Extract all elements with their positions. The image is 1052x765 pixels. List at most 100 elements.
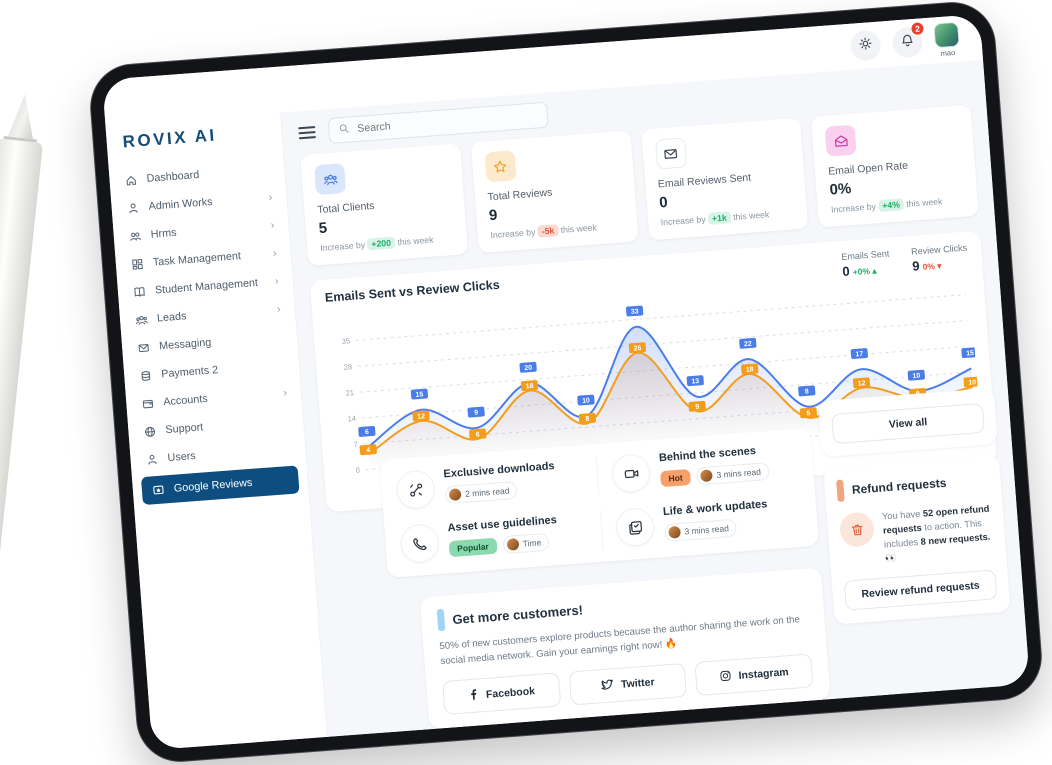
resource-badges: Popular Time	[448, 532, 559, 558]
theme-toggle-button[interactable]	[849, 29, 882, 62]
avatar	[448, 488, 462, 502]
point-label: 5	[799, 407, 818, 419]
pencil-body	[0, 138, 43, 701]
phone-icon	[399, 523, 441, 564]
home-icon	[123, 173, 138, 188]
twitter-button[interactable]: Twitter	[568, 662, 688, 706]
stat-card-total-clients: Total Clients 5 Increase by +200 this we…	[300, 143, 468, 266]
payments-icon	[138, 368, 153, 383]
svg-text:4: 4	[366, 447, 371, 454]
task-icon	[129, 256, 144, 271]
user-menu[interactable]: mao	[933, 21, 961, 58]
sidebar-item-admin-works[interactable]: Admin Works ›	[111, 182, 288, 223]
sidebar-item-messaging[interactable]: Messaging	[121, 322, 298, 363]
user-icon	[144, 452, 159, 467]
read-time-pill: Time	[502, 532, 550, 555]
point-label: 9	[467, 406, 485, 418]
resource-item-asset-use-guidelines[interactable]: Asset use guidelines Popular Time	[399, 511, 602, 564]
sidebar-item-student-management[interactable]: Student Management ›	[117, 266, 294, 307]
reviews-icon	[150, 482, 165, 497]
point-label: 13	[686, 375, 704, 387]
svg-text:10: 10	[968, 379, 976, 387]
point-label: 33	[626, 305, 644, 317]
chevron-right-icon: ›	[282, 386, 288, 399]
trash-icon	[838, 511, 876, 548]
chart-title: Emails Sent vs Review Clicks	[324, 277, 501, 305]
instagram-button[interactable]: Instagram	[694, 653, 814, 697]
svg-text:33: 33	[631, 308, 639, 316]
view-all-card: View all	[818, 387, 998, 457]
chevron-right-icon: ›	[268, 191, 273, 204]
notification-badge: 2	[909, 21, 926, 37]
svg-text:15: 15	[966, 350, 974, 358]
search-row	[298, 101, 549, 147]
svg-text:12: 12	[417, 413, 425, 421]
sidebar-item-support[interactable]: Support	[128, 406, 305, 447]
facebook-button[interactable]: Facebook	[442, 672, 561, 716]
svg-text:6: 6	[365, 429, 370, 436]
point-label: 8	[798, 385, 816, 397]
resource-item-life-work-updates[interactable]: Life & work updates 3 mins read	[599, 495, 804, 549]
stat-delta-badge: +1k	[707, 211, 732, 225]
social-label: Twitter	[620, 676, 656, 691]
sun-icon	[858, 36, 873, 56]
legend-delta: +0% ▴	[852, 265, 877, 278]
resources-card: Exclusive downloads 2 mins read Behind t…	[379, 427, 819, 578]
dashboard-screen: 2 mao ROVIX AI Dashboard Admin Works › Hr…	[102, 13, 1030, 751]
svg-text:21: 21	[345, 388, 354, 398]
stat-card-email-open-rate: Email Open Rate 0% Increase by +4% this …	[811, 104, 979, 228]
sidebar-item-users[interactable]: Users	[130, 434, 307, 475]
apple-pencil	[0, 92, 48, 743]
svg-text:8: 8	[805, 388, 810, 395]
svg-text:35: 35	[342, 336, 351, 346]
svg-text:13: 13	[691, 378, 699, 386]
point-label: 15	[961, 347, 979, 359]
sidebar-item-task-management[interactable]: Task Management ›	[115, 238, 292, 279]
sidebar-item-accounts[interactable]: Accounts ›	[125, 378, 302, 419]
refund-text: You have 52 open refund requests to acti…	[881, 503, 991, 564]
sidebar-item-dashboard[interactable]: Dashboard	[109, 155, 286, 196]
point-label: 17	[850, 348, 868, 359]
student-icon	[132, 284, 147, 299]
point-label: 12	[412, 410, 430, 422]
tag-badge: Popular	[448, 537, 498, 558]
support-icon	[142, 424, 157, 439]
point-label: 10	[963, 376, 981, 388]
mail-icon	[654, 137, 687, 170]
notes-icon	[614, 506, 656, 548]
svg-text:20: 20	[524, 365, 532, 373]
sidebar-item-payments-2[interactable]: Payments 2	[123, 350, 300, 391]
sidebar-item-leads[interactable]: Leads ›	[119, 294, 296, 335]
avatar[interactable]	[933, 21, 960, 48]
point-label: 26	[628, 342, 647, 354]
stat-delta-badge: -5k	[537, 224, 559, 238]
resource-title: Exclusive downloads	[443, 460, 555, 481]
read-time-pill: 3 mins read	[695, 462, 770, 486]
svg-text:7: 7	[353, 440, 358, 449]
sidebar-item-label: Google Reviews	[173, 476, 253, 495]
resource-item-behind-the-scenes[interactable]: Behind the scenes Hot 3 mins read	[595, 441, 799, 495]
menu-icon[interactable]	[298, 126, 317, 140]
read-time-pill: 3 mins read	[663, 518, 738, 543]
search-box[interactable]	[327, 101, 549, 145]
view-all-button[interactable]: View all	[831, 402, 985, 445]
point-label: 9	[688, 400, 706, 412]
sidebar-item-google-reviews[interactable]: Google Reviews	[140, 465, 300, 506]
resource-item-exclusive-downloads[interactable]: Exclusive downloads 2 mins read	[395, 457, 598, 510]
svg-text:18: 18	[746, 366, 754, 374]
resource-badges: Hot 3 mins read	[659, 462, 770, 488]
instagram-icon	[719, 669, 732, 685]
accounts-icon	[140, 396, 155, 411]
avatar	[700, 469, 714, 483]
get-more-customers-card: Get more customers! 50% of new customers…	[419, 567, 831, 730]
notifications-button[interactable]: 2	[891, 21, 926, 59]
sidebar-item-label: Hrms	[150, 226, 177, 241]
sidebar-item-label: Messaging	[158, 336, 212, 353]
chevron-right-icon: ›	[274, 274, 280, 288]
search-input[interactable]	[354, 108, 539, 137]
resource-badges: 2 mins read	[444, 478, 556, 505]
review-refund-requests-button[interactable]: Review refund requests	[843, 569, 998, 611]
customers-title: Get more customers!	[451, 601, 584, 627]
tag-badge: Hot	[659, 468, 692, 488]
sidebar-item-hrms[interactable]: Hrms ›	[113, 210, 290, 251]
